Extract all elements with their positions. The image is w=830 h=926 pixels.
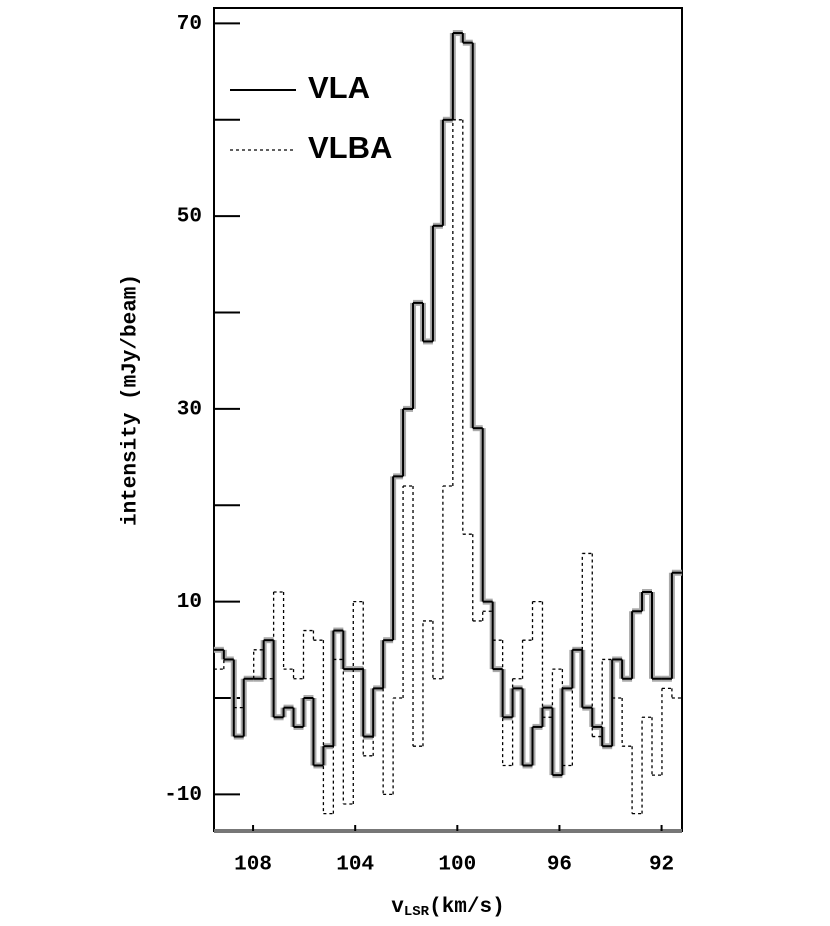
x-axis-label: vLSR(km/s)	[391, 896, 504, 920]
legend-label: VLA	[308, 70, 370, 105]
x-tick-label: 100	[438, 854, 476, 877]
y-tick-label: 50	[177, 206, 202, 229]
y-axis-label: intensity (mJy/beam)	[120, 274, 143, 526]
y-tick-label: 70	[177, 13, 202, 36]
x-tick-label: 108	[234, 854, 272, 877]
y-tick-label: 30	[177, 398, 202, 421]
x-label-unit: (km/s)	[429, 896, 505, 919]
y-tick-label: 10	[177, 591, 202, 614]
x-tick-label: 104	[336, 854, 374, 877]
x-label-base: v	[391, 896, 404, 919]
y-tick-label: -10	[164, 784, 202, 807]
x-tick-label: 96	[547, 854, 572, 877]
x-tick-label: 92	[649, 854, 674, 877]
x-label-sub: LSR	[404, 904, 430, 920]
legend-label: VLBA	[308, 130, 392, 165]
